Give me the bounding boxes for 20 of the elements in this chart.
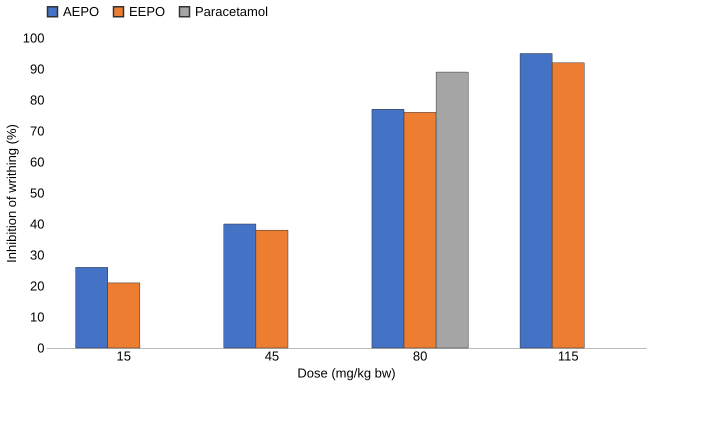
x-axis-title: Dose (mg/kg bw) — [297, 366, 396, 380]
legend-label: Paracetamol — [195, 4, 268, 19]
y-tick-label: 10 — [30, 310, 44, 324]
y-tick-label: 90 — [30, 62, 44, 76]
legend-label: AEPO — [63, 4, 100, 19]
y-tick-label: 70 — [30, 124, 44, 138]
y-tick-label: 50 — [30, 186, 44, 200]
y-tick-label: 20 — [30, 278, 44, 294]
x-tick-label: 15 — [116, 348, 132, 364]
y-tick-label: 0 — [37, 340, 44, 356]
y-tick-label: 80 — [30, 92, 44, 108]
legend-label: EEPO — [129, 4, 166, 19]
x-tick-label: 45 — [264, 348, 280, 364]
x-tick-label: 80 — [412, 348, 428, 364]
y-tick-label: 60 — [30, 154, 44, 170]
y-tick-label: 40 — [30, 216, 44, 232]
x-tick-label: 115 — [558, 348, 579, 364]
y-tick-label: 100 — [22, 30, 44, 46]
y-axis-title: Inhibition of writhing (%) — [4, 124, 19, 263]
y-tick-label: 30 — [30, 248, 44, 262]
